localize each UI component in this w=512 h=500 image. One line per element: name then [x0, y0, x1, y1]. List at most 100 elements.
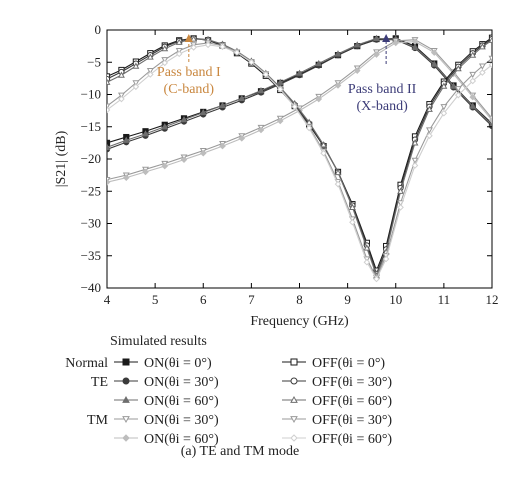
y-tick-label: −20 [81, 151, 101, 166]
data-point [219, 43, 226, 51]
data-point [199, 108, 207, 116]
legend-entry-label: OFF(θi = 30°) [312, 375, 392, 390]
plot-area [107, 34, 492, 283]
figure-caption: (a) TE and TM mode [181, 444, 299, 459]
legend-entry: ON(θi = 30°) [114, 375, 219, 390]
data-point [290, 377, 298, 385]
data-point [411, 157, 419, 164]
data-point [122, 358, 130, 366]
data-point [382, 255, 390, 263]
legend-entry: ON(θi = 0°) [114, 356, 212, 371]
data-point [334, 82, 342, 89]
y-tick-label: −40 [81, 280, 101, 295]
data-point [190, 35, 198, 42]
data-point [107, 106, 111, 114]
x-tick-label: 9 [344, 292, 351, 307]
legend-entry-label: OFF(θi = 60°) [312, 432, 392, 447]
data-point [320, 149, 327, 157]
data-point [175, 50, 183, 58]
data-point [107, 78, 111, 85]
data-point [440, 82, 448, 89]
data-point [353, 41, 361, 48]
x-tick-label: 11 [438, 292, 451, 307]
data-point [488, 61, 492, 69]
data-point [107, 143, 111, 150]
data-point [411, 38, 419, 45]
data-point [262, 71, 270, 78]
data-point [320, 141, 328, 148]
series-off-9 [107, 41, 492, 283]
pass-band-1-sublabel: (C-band) [164, 82, 215, 97]
x-tick-label: 10 [389, 292, 402, 307]
data-point [425, 127, 433, 134]
data-point [479, 69, 486, 76]
x-tick-label: 8 [296, 292, 303, 307]
data-point [290, 416, 298, 424]
data-point [478, 63, 486, 70]
legend-entry-label: OFF(θi = 0°) [312, 356, 385, 371]
data-point [161, 123, 169, 130]
data-point [257, 126, 265, 134]
data-point [219, 101, 226, 109]
data-point [411, 139, 419, 146]
data-point [305, 124, 313, 132]
data-point [440, 104, 448, 111]
data-point [161, 162, 169, 170]
y-tick-label: −10 [81, 87, 101, 102]
data-point [426, 132, 433, 140]
y-tick-label: −30 [81, 216, 101, 231]
data-point [373, 34, 380, 41]
data-point [132, 83, 140, 91]
legend-entry-label: ON(θi = 60°) [144, 394, 219, 409]
data-point [175, 38, 183, 45]
data-point [107, 103, 111, 110]
data-point [469, 93, 477, 101]
data-point [488, 55, 492, 63]
data-point [430, 60, 438, 67]
data-point [363, 258, 371, 266]
data-point [146, 53, 154, 60]
data-point [469, 102, 477, 109]
data-point [290, 358, 298, 366]
data-point [348, 203, 356, 210]
data-point [392, 39, 400, 47]
data-point [142, 130, 149, 137]
data-point [219, 142, 226, 150]
y-tick-label: −5 [87, 54, 101, 69]
legend-entry-label: ON(θi = 0°) [144, 356, 212, 371]
data-point [238, 135, 246, 142]
pass-band-2-arrowhead [382, 34, 391, 42]
data-point [290, 434, 298, 442]
data-point [180, 116, 188, 123]
data-point [455, 91, 462, 99]
legend-row-label: TE [91, 375, 108, 390]
legend-entry: ON(θi = 60°) [114, 394, 219, 409]
legend-entry-label: ON(θi = 30°) [144, 375, 219, 390]
data-point [334, 50, 342, 57]
data-point [117, 71, 125, 78]
data-point [257, 87, 265, 94]
data-point [425, 105, 433, 112]
data-point [430, 49, 438, 56]
data-point [373, 51, 380, 58]
data-point [353, 67, 361, 74]
data-point [238, 94, 246, 101]
data-point [488, 121, 492, 128]
data-point [142, 168, 149, 176]
data-point [363, 244, 371, 251]
legend-entry-label: OFF(θi = 60°) [312, 394, 392, 409]
x-tick-label: 7 [248, 292, 255, 307]
data-point [122, 174, 130, 182]
legend-entry-label: ON(θi = 30°) [144, 413, 219, 428]
x-axis-label: Frequency (GHz) [250, 314, 349, 329]
data-point [440, 109, 448, 117]
legend-entry: ON(θi = 30°) [114, 413, 219, 428]
x-tick-label: 6 [200, 292, 207, 307]
data-point [107, 178, 111, 186]
data-point [315, 95, 323, 103]
data-point [118, 95, 125, 103]
data-point [161, 59, 169, 67]
data-point [122, 416, 130, 424]
pass-band-1-label: Pass band I [157, 65, 221, 80]
